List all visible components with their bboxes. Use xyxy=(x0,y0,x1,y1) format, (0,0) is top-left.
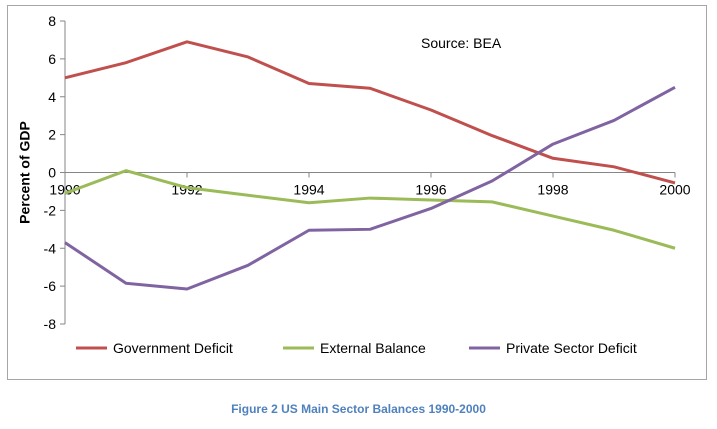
legend: Government Deficit External Balance Privat… xyxy=(76,340,637,356)
x-tick-label: 2000 xyxy=(659,182,690,198)
source-annotation: Source: BEA xyxy=(421,35,502,51)
figure-caption: Figure 2 US Main Sector Balances 1990-20… xyxy=(231,402,486,416)
x-tick-labels: 1990 1992 1994 1996 1998 2000 xyxy=(49,182,690,198)
y-tick-label: 0 xyxy=(48,165,56,181)
y-tick-labels: 8 6 4 2 0 -2 -4 -6 -8 xyxy=(44,13,57,332)
axes xyxy=(60,20,676,325)
y-tick-label: 6 xyxy=(48,51,56,67)
legend-label-2: Private Sector Deficit xyxy=(506,340,637,356)
chart-frame: 8 6 4 2 0 -2 -4 -6 -8 1990 1992 1994 1996 1998 2000 P… xyxy=(7,5,707,380)
series-line-1 xyxy=(64,169,676,250)
x-tick-label: 1996 xyxy=(415,182,446,198)
y-tick-label: -6 xyxy=(44,278,57,294)
x-tick-label: 1998 xyxy=(537,182,568,198)
series-line-2 xyxy=(64,85,676,291)
y-tick-label: 8 xyxy=(48,13,56,29)
legend-label-1: External Balance xyxy=(320,340,426,356)
x-tick-label: 1990 xyxy=(49,182,80,198)
x-tick-label: 1994 xyxy=(293,182,324,198)
series-lines xyxy=(64,40,676,291)
y-tick-label: 4 xyxy=(48,89,56,105)
y-axis-title: Percent of GDP xyxy=(17,121,33,224)
y-tick-label: 2 xyxy=(48,127,56,143)
y-tick-label: -4 xyxy=(44,240,57,256)
legend-label-0: Government Deficit xyxy=(113,340,233,356)
series-line-0 xyxy=(64,40,676,185)
y-tick-label: -2 xyxy=(44,202,57,218)
y-tick-label: -8 xyxy=(44,316,57,332)
